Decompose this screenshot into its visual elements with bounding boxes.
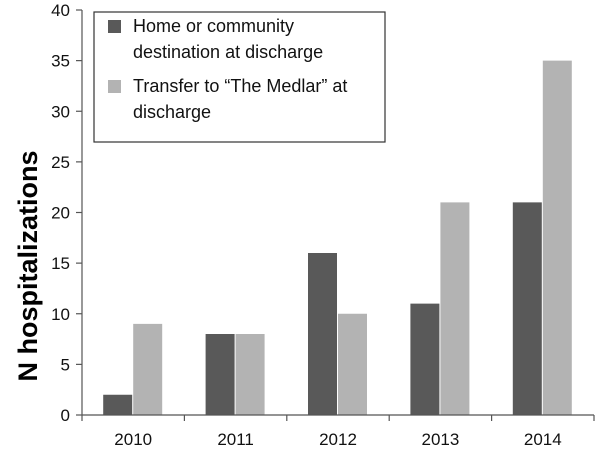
x-tick-label: 2010 [114,430,152,449]
y-tick-label: 30 [51,102,70,121]
y-tick-label: 0 [61,406,70,425]
x-tick-label: 2014 [524,430,562,449]
bar-transfer-2011 [235,334,265,415]
bar-transfer-2012 [338,313,367,415]
legend-label-transfer: Transfer to “The Medlar” at discharge [133,76,347,122]
y-tick-label: 25 [51,153,70,172]
axes-group: 0 5 10 15 20 25 30 35 40 2010 2011 2012 2013 2014 [51,1,595,449]
y-axis-title: N hospitalizations [13,150,43,381]
bar-transfer-2014 [542,60,572,415]
y-tick-label: 20 [51,204,70,223]
bar-home-2011 [205,334,235,415]
legend: Home or community destination at discharg… [93,11,386,143]
legend-box [93,11,386,143]
x-tick-label: 2013 [421,430,459,449]
bars-group [103,60,572,415]
legend-label-home: Home or community destination at discharg… [133,16,323,62]
bar-home-2012 [308,253,337,415]
x-tick-label: 2012 [319,430,357,449]
bar-transfer-2010 [133,323,163,415]
legend-swatch-home [108,20,121,33]
bar-transfer-2013 [440,202,470,415]
legend-swatch-transfer [108,80,121,93]
y-tick-label: 5 [61,355,70,374]
y-tick-label: 40 [51,1,70,20]
bar-home-2013 [410,303,440,415]
y-tick-label: 35 [51,52,70,71]
bar-home-2014 [512,202,542,415]
y-tick-label: 15 [51,254,70,273]
x-tick-label: 2011 [217,430,254,449]
y-tick-label: 10 [51,305,70,324]
bar-home-2010 [103,394,133,415]
